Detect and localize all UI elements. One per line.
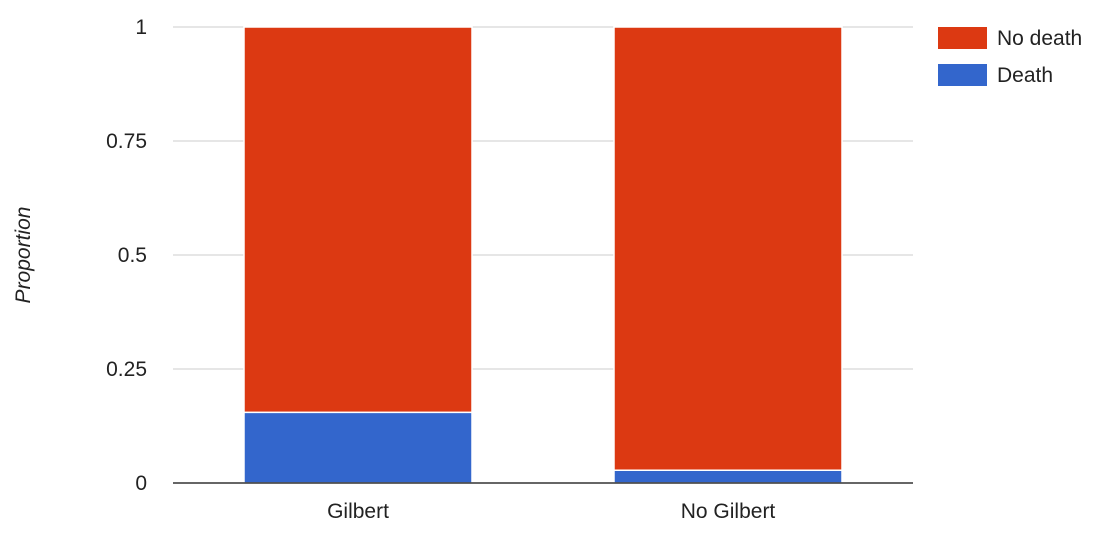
- legend-swatch: [938, 27, 987, 49]
- legend-label: No death: [997, 27, 1082, 50]
- y-tick-label: 0.5: [118, 244, 147, 267]
- bar-segment-no-death-no-gilbert: [613, 26, 843, 471]
- bar-segment-death-no-gilbert: [613, 469, 843, 484]
- y-axis-title: Proportion: [12, 207, 35, 304]
- y-tick-label: 1: [135, 16, 147, 39]
- x-tick-label: Gilbert: [327, 500, 389, 523]
- legend-label: Death: [997, 64, 1053, 87]
- legend-swatch: [938, 64, 987, 86]
- bar-segment-no-death-gilbert: [243, 26, 473, 414]
- x-tick-label: No Gilbert: [681, 500, 776, 523]
- y-tick-label: 0.25: [106, 358, 147, 381]
- x-tick-labels: Gilbert No Gilbert: [327, 500, 775, 523]
- y-tick-label: 0.75: [106, 130, 147, 153]
- bar-segment-death-gilbert: [243, 411, 473, 484]
- y-tick-labels: 0 0.25 0.5 0.75 1: [106, 16, 147, 495]
- y-tick-label: 0: [135, 472, 147, 495]
- bars: [243, 26, 843, 484]
- legend: No death Death: [938, 27, 1082, 87]
